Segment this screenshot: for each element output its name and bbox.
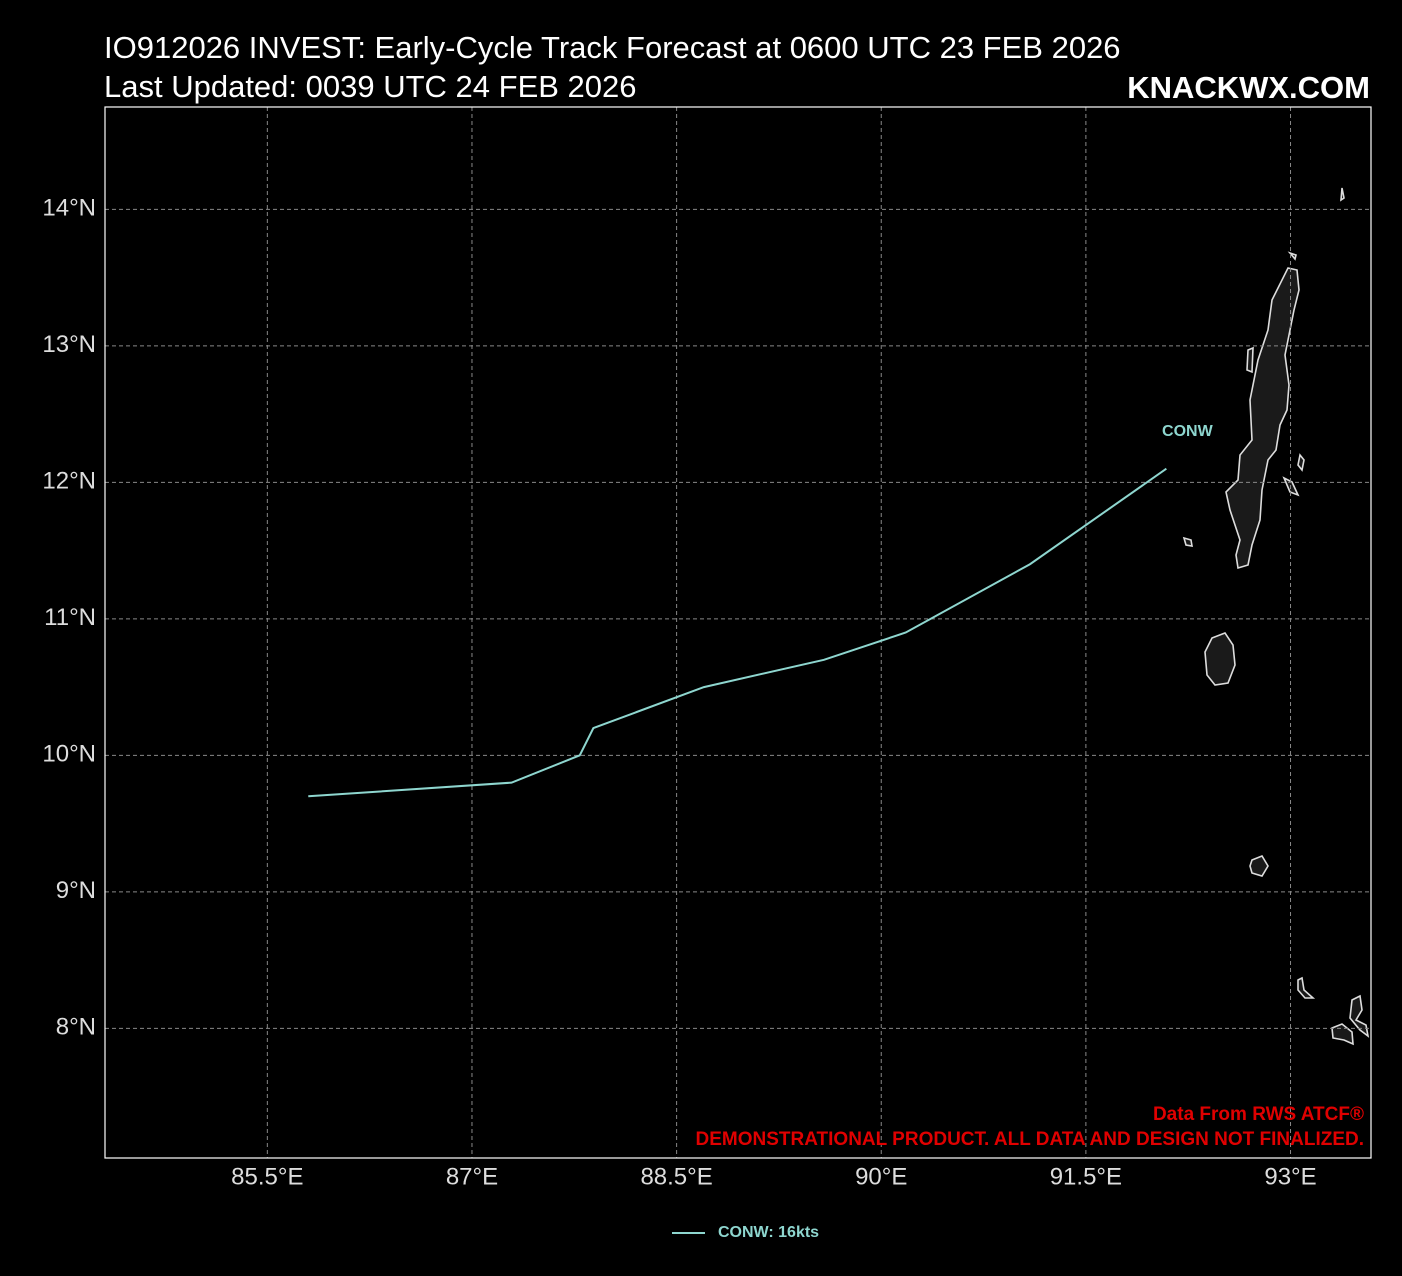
island: [1204, 632, 1236, 686]
y-tick-label: 8°N: [56, 1014, 96, 1041]
y-tick-label: 9°N: [56, 877, 96, 904]
brand: KNACKWX.COM: [1127, 70, 1370, 105]
x-tick-label: 88.5°E: [640, 1163, 712, 1190]
disclaimer: DEMONSTRATIONAL PRODUCT. ALL DATA AND DE…: [696, 1129, 1365, 1150]
y-tick-label: 14°N: [42, 195, 96, 222]
island: [1349, 994, 1370, 1038]
island: [1331, 1023, 1354, 1046]
track-label: CONW: [1162, 423, 1214, 440]
plot-frame: [104, 106, 1372, 1159]
x-tick-label: 87°E: [446, 1163, 498, 1190]
land: [1182, 187, 1370, 1046]
x-tick-label: 91.5°E: [1050, 1163, 1122, 1190]
chart-subtitle: Last Updated: 0039 UTC 24 FEB 2026: [104, 69, 637, 104]
y-tick-label: 12°N: [42, 468, 96, 495]
legend-label: CONW: 16kts: [718, 1224, 819, 1241]
island: [1249, 855, 1269, 877]
track-line: [308, 467, 1167, 798]
y-tick-label: 13°N: [42, 331, 96, 358]
x-tick-label: 93°E: [1264, 1163, 1316, 1190]
x-tick-label: 85.5°E: [231, 1163, 303, 1190]
source-note: Data From RWS ATCF®: [1153, 1104, 1364, 1125]
chart-title: IO912026 INVEST: Early-Cycle Track Forec…: [104, 30, 1121, 65]
island: [1287, 251, 1297, 261]
y-tick-label: 10°N: [42, 741, 96, 768]
y-tick-label: 11°N: [44, 604, 96, 631]
island: [1182, 536, 1193, 547]
island: [1297, 976, 1316, 999]
island: [1297, 453, 1305, 472]
island: [1340, 187, 1345, 202]
island: [1225, 267, 1300, 570]
island: [1246, 346, 1254, 374]
x-tick-label: 90°E: [855, 1163, 907, 1190]
